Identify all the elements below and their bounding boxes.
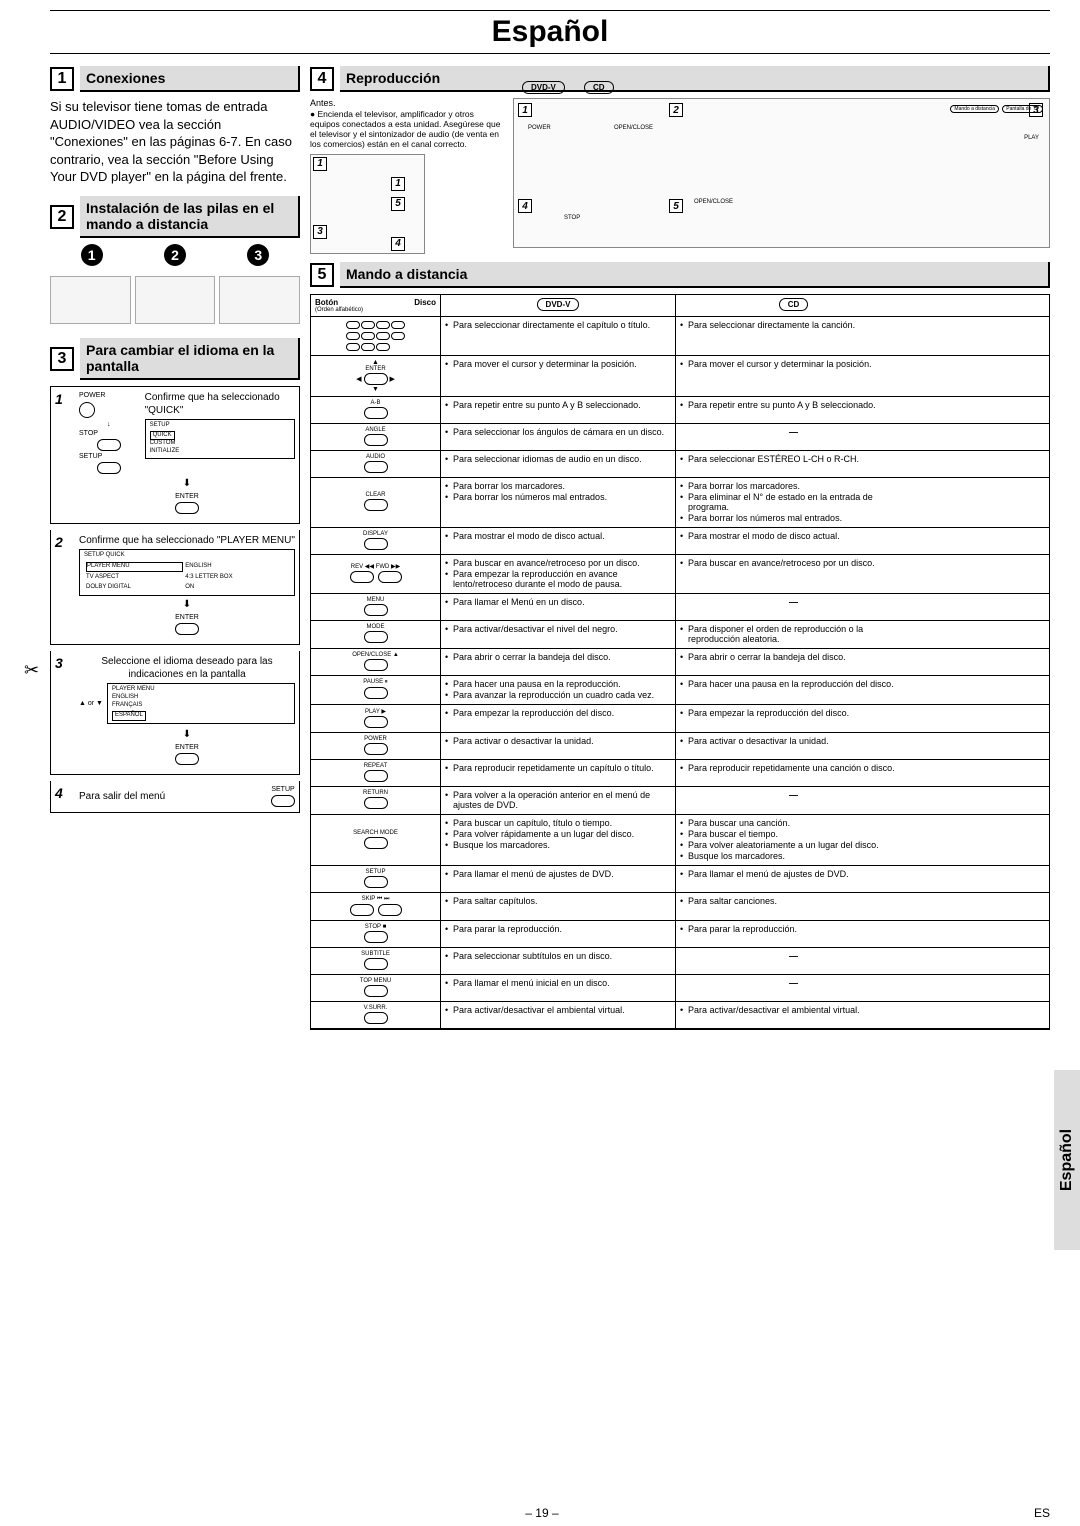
table-row: V.SURR.Para activar/desactivar el ambien… <box>311 1002 1049 1029</box>
battery-step-1: 1 <box>81 244 103 266</box>
page-number: – 19 – <box>525 1506 558 1520</box>
step-4-num: 4 <box>55 785 71 808</box>
table-row: POWERPara activar o desactivar la unidad… <box>311 733 1049 760</box>
battery-step-2: 2 <box>164 244 186 266</box>
table-row: OPEN/CLOSE ▲Para abrir o cerrar la bande… <box>311 649 1049 676</box>
scissors-icon: ✂ <box>24 660 39 681</box>
antes-label: Antes. <box>310 98 505 109</box>
table-row: REV ◀◀ FWD ▶▶Para buscar en avance/retro… <box>311 555 1049 594</box>
table-row: A-BPara repetir entre su punto A y B sel… <box>311 397 1049 424</box>
table-row: MODEPara activar/desactivar el nivel del… <box>311 621 1049 649</box>
arrow-icon: ⬇ <box>79 477 295 490</box>
step-3-text: Seleccione el idioma deseado para las in… <box>79 655 295 681</box>
table-row: STOP ■Para parar la reproducción.Para pa… <box>311 921 1049 948</box>
table-row: ANGLEPara seleccionar los ángulos de cám… <box>311 424 1049 451</box>
section-2-title: Instalación de las pilas en el mando a d… <box>80 196 300 238</box>
cd-badge: CD <box>779 298 809 311</box>
arrow-icon: ⬇ <box>79 728 295 741</box>
cd-badge: CD <box>584 81 614 94</box>
section-5-title: Mando a distancia <box>340 262 1050 288</box>
table-row: SETUPPara llamar el menú de ajustes de D… <box>311 866 1049 893</box>
language-tab: Español <box>1054 1070 1080 1250</box>
section-1-number: 1 <box>50 67 74 91</box>
section-1-title: Conexiones <box>80 66 300 92</box>
table-row: MENUPara llamar el Menú en un disco.— <box>311 594 1049 621</box>
table-row: TOP MENUPara llamar el menú inicial en u… <box>311 975 1049 1002</box>
table-row: CLEARPara borrar los marcadores.Para bor… <box>311 478 1049 528</box>
intro-text: Encienda el televisor, amplificador y ot… <box>310 109 500 150</box>
arrow-icon: ⬇ <box>79 598 295 611</box>
section-5-number: 5 <box>310 263 334 287</box>
table-row: SEARCH MODEPara buscar un capítulo, títu… <box>311 815 1049 866</box>
remote-figure: 1 1 5 3 4 <box>310 154 425 254</box>
table-row: AUDIOPara seleccionar idiomas de audio e… <box>311 451 1049 478</box>
table-row: Para seleccionar directamente el capítul… <box>311 317 1049 356</box>
step-2-text: Confirme que ha seleccionado "PLAYER MEN… <box>79 534 295 547</box>
table-row: DISPLAYPara mostrar el modo de disco act… <box>311 528 1049 555</box>
table-row: REPEATPara reproducir repetidamente un c… <box>311 760 1049 787</box>
remote-table: Botón Disco (Orden alfabético) DVD-V CD … <box>310 294 1050 1030</box>
player-figure: DVD-V CD 1 2 3 4 5 POWER OPEN/CLOSE PLAY… <box>513 98 1050 248</box>
step-4-text: Para salir del menú <box>79 790 165 803</box>
dvd-badge: DVD-V <box>522 81 565 94</box>
lang-code: ES <box>1034 1506 1050 1520</box>
dvd-badge: DVD-V <box>537 298 580 311</box>
section-4-number: 4 <box>310 67 334 91</box>
table-row: SUBTITLEPara seleccionar subtítulos en u… <box>311 948 1049 975</box>
player-menu-box: SETUP QUICK PLAYER MENUENGLISHTV ASPECT4… <box>79 549 295 596</box>
section-3-number: 3 <box>50 347 74 371</box>
quick-menu: SETUP QUICKCUSTOMINITIALIZE <box>145 419 295 459</box>
table-row: PLAY ▶Para empezar la reproducción del d… <box>311 705 1049 733</box>
step-3-num: 3 <box>55 655 71 769</box>
table-row: ▲ENTER◀ ▶▼Para mover el cursor y determi… <box>311 356 1049 397</box>
section-4-title: Reproducción <box>340 66 1050 92</box>
section-3-title: Para cambiar el idioma en la pantalla <box>80 338 300 380</box>
table-row: RETURNPara volver a la operación anterio… <box>311 787 1049 815</box>
section-1-body: Si su televisor tiene tomas de entrada A… <box>50 98 300 186</box>
table-row: PAUSE ⏸Para hacer una pausa en la reprod… <box>311 676 1049 705</box>
step-1-text: Confirme que ha seleccionado "QUICK" <box>145 391 295 417</box>
enter-label: ENTER <box>79 492 295 501</box>
remote-icon: POWER ↓ STOP SETUP <box>79 391 139 475</box>
language-menu: PLAYER MENU ENGLISHFRANÇAISESPAÑOL <box>107 683 295 723</box>
table-row: SKIP ⏮ ⏭Para saltar capítulos.Para salta… <box>311 893 1049 921</box>
section-2-number: 2 <box>50 205 74 229</box>
step-2-num: 2 <box>55 534 71 640</box>
battery-illustrations <box>50 276 300 324</box>
page-title: Español <box>50 10 1050 54</box>
step-1-num: 1 <box>55 391 71 519</box>
battery-step-3: 3 <box>247 244 269 266</box>
